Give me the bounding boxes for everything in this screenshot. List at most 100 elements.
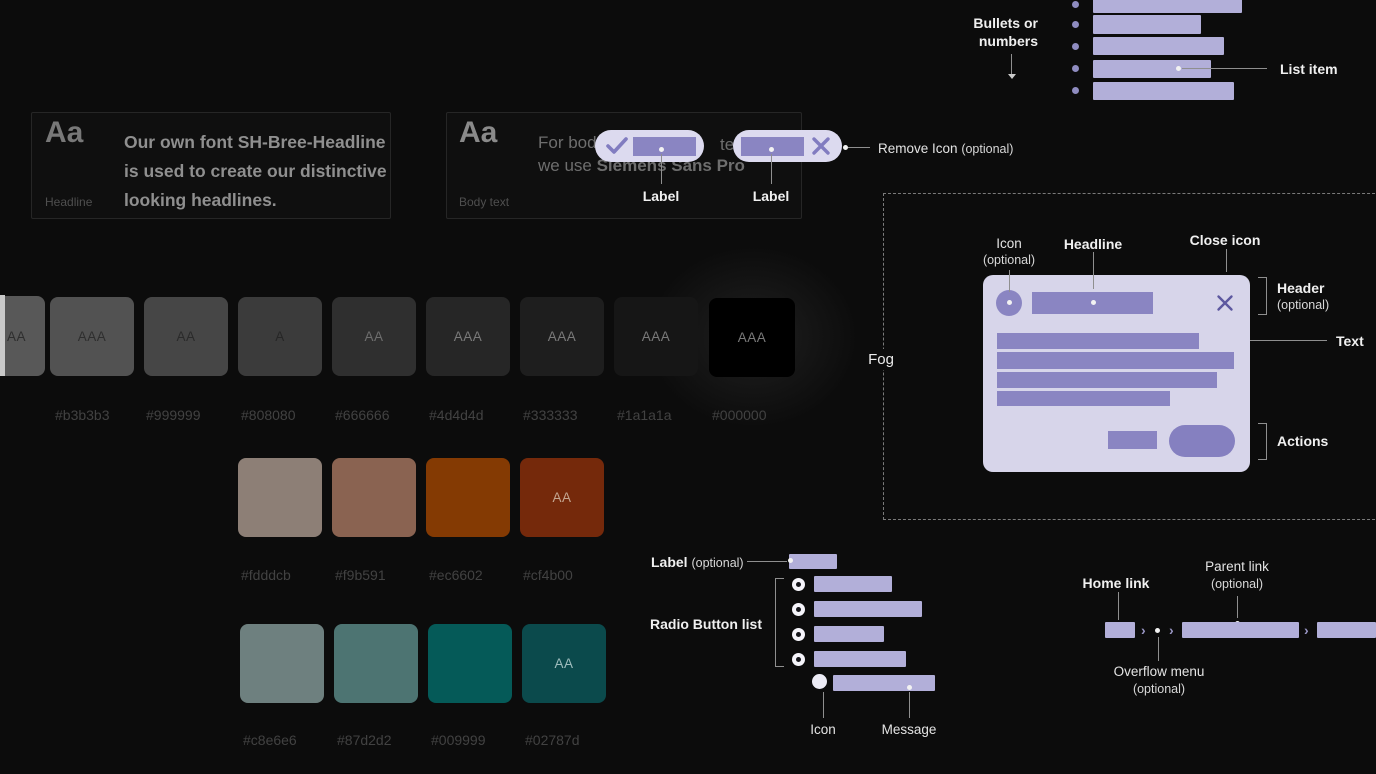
color-swatch: AA	[332, 297, 416, 376]
list-item-label: List item	[1280, 61, 1338, 77]
tag-label-bar	[741, 136, 804, 156]
list-item-bar	[1093, 0, 1242, 13]
dialog-secondary-button[interactable]	[1108, 431, 1157, 449]
dialog-text-annotation: Text	[1336, 333, 1364, 349]
annotation-dot	[788, 558, 793, 563]
contrast-rating: AAA	[453, 329, 483, 344]
swatch-hex-label: #f9b591	[335, 567, 386, 583]
list-item-bar	[1093, 37, 1224, 55]
radio-option-bar[interactable]	[814, 651, 906, 667]
dialog-text-bar	[997, 352, 1234, 369]
color-swatch: AAA	[709, 298, 795, 377]
dialog-close-icon[interactable]	[1216, 294, 1234, 312]
arrow-down-icon	[1008, 74, 1016, 79]
parent-link-optional: (optional)	[1210, 577, 1264, 591]
contrast-rating: AAA	[547, 329, 577, 344]
annotation-line	[771, 154, 772, 184]
annotation-line	[747, 561, 787, 562]
contrast-rating: AA	[176, 329, 196, 344]
chevron-right-icon: ›	[1141, 622, 1146, 638]
headline-desc-line1: Our own font SH-Bree-Headline	[124, 132, 386, 152]
color-swatch: AAA	[520, 297, 604, 376]
body-desc-line2-regular: we use	[538, 156, 597, 175]
annotation-line	[909, 692, 910, 718]
annotation-line	[1158, 637, 1159, 661]
radio-label-annotation: Label (optional)	[651, 554, 744, 570]
radio-button[interactable]	[792, 628, 805, 641]
contrast-rating: A	[275, 329, 285, 344]
swatch-hex-label: #1a1a1a	[617, 407, 672, 423]
annotation-line	[1011, 54, 1012, 74]
swatch-hex-label: #fdddcb	[241, 567, 291, 583]
color-swatch: AAA	[50, 297, 134, 376]
contrast-rating: AAA	[641, 329, 671, 344]
breadcrumb-current-bar[interactable]	[1317, 622, 1376, 638]
swatch-hex-label: #666666	[335, 407, 390, 423]
contrast-rating: AAA	[737, 330, 767, 345]
dialog-text-bar	[997, 372, 1217, 388]
list-item-bar	[1093, 82, 1234, 100]
annotation-line	[1009, 270, 1010, 292]
color-swatch	[426, 458, 510, 537]
tag-chip-with-remove[interactable]	[733, 130, 842, 162]
annotation-dot	[1091, 300, 1096, 305]
annotation-line	[1118, 592, 1119, 620]
swatch-hex-label: #009999	[431, 732, 486, 748]
annotation-line	[823, 692, 824, 718]
dialog-actions-annotation: Actions	[1277, 433, 1329, 449]
swatch-hex-label: #b3b3b3	[55, 407, 110, 423]
dialog-icon-optional: (optional)	[982, 253, 1036, 267]
chevron-right-icon: ›	[1169, 622, 1174, 638]
radio-option-bar[interactable]	[814, 601, 922, 617]
color-swatch	[240, 624, 324, 703]
remove-icon-optional-text: (optional)	[961, 142, 1014, 156]
radio-button[interactable]	[792, 603, 805, 616]
swatch-hex-label: #000000	[712, 407, 767, 423]
remove-icon-annotation-text: Remove Icon	[878, 141, 958, 156]
dialog-primary-button[interactable]	[1169, 425, 1235, 457]
remove-icon-annotation: Remove Icon (optional)	[878, 141, 1013, 156]
body-typography-card	[446, 112, 802, 219]
breadcrumb-home-bar[interactable]	[1105, 622, 1135, 638]
color-swatch	[428, 624, 512, 703]
bullet-icon	[1072, 1, 1079, 8]
overflow-menu-annotation: Overflow menu	[1113, 664, 1205, 679]
radio-option-bar[interactable]	[814, 576, 892, 592]
color-swatch	[332, 458, 416, 537]
check-icon	[606, 137, 628, 154]
tag-chip-with-check[interactable]	[595, 130, 704, 162]
swatch-hex-label: #87d2d2	[337, 732, 392, 748]
color-swatch: AA	[5, 296, 45, 376]
headline-font-sample: Aa	[45, 116, 84, 149]
breadcrumb-parent-bar[interactable]	[1182, 622, 1299, 638]
radio-option-bar[interactable]	[814, 626, 884, 642]
dialog-text-bar	[997, 391, 1170, 406]
list-item-bar	[1093, 60, 1211, 78]
dialog-icon-annotation: Icon	[996, 236, 1022, 251]
swatch-hex-label: #333333	[523, 407, 578, 423]
annotation-dot	[1176, 66, 1181, 71]
headline-font-description: Our own font SH-Bree-Headline is used to…	[124, 128, 387, 215]
color-swatch: AA	[522, 624, 606, 703]
color-swatch: AA	[144, 297, 228, 376]
annotation-dot	[907, 685, 912, 690]
annotation-line	[848, 147, 870, 148]
radio-label-optional: (optional)	[691, 556, 744, 570]
annotation-dot	[659, 147, 664, 152]
radio-button[interactable]	[792, 578, 805, 591]
tag-label-annotation: Label	[642, 188, 680, 204]
radio-group-bracket	[775, 578, 784, 667]
dialog-text-bar	[997, 333, 1199, 349]
message-icon	[812, 674, 827, 689]
annotation-line	[1093, 252, 1094, 289]
radio-group-annotation: Radio Button list	[650, 616, 762, 632]
swatch-edge-sliver	[0, 295, 5, 376]
body-desc-fragment1: For body	[538, 133, 606, 152]
breadcrumb-overflow-dot[interactable]	[1155, 628, 1160, 633]
radio-button[interactable]	[792, 653, 805, 666]
color-swatch: AAA	[614, 297, 698, 376]
contrast-rating: AA	[7, 328, 27, 344]
parent-link-annotation: Parent link	[1205, 559, 1269, 574]
remove-x-icon[interactable]	[811, 136, 831, 156]
